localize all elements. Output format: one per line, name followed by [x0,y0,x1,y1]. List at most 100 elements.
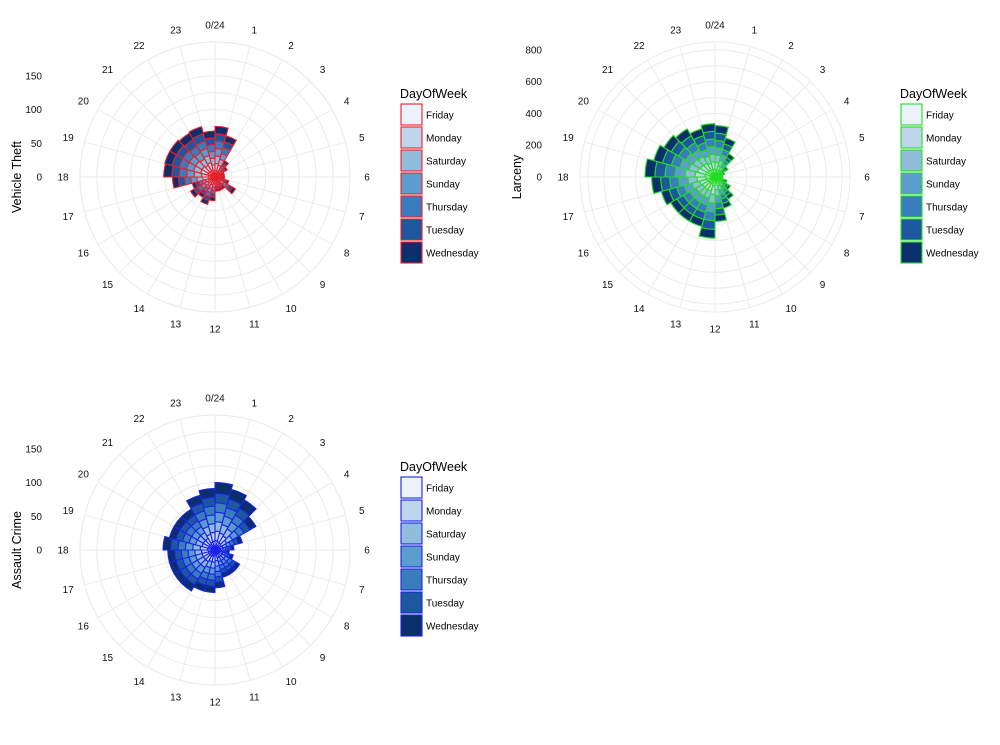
legend-label-tuesday: Tuesday [426,226,464,237]
hour-tick-label: 14 [133,677,145,688]
legend-swatch-tuesday [400,218,423,241]
hour-tick-label: 7 [859,212,865,223]
hour-tick-label: 9 [820,280,826,291]
hour-tick-label: 2 [288,41,294,52]
bar-segment-hour-2-wednesday [238,499,257,517]
hour-tick-label: 8 [344,249,350,260]
hour-tick-label: 2 [288,414,294,425]
hour-tick-label: 21 [102,65,114,76]
bar-segment-hour-4-wednesday [721,171,726,176]
bar-segment-hour-12-wednesday [698,227,716,239]
legend-label-thursday: Thursday [426,576,468,587]
bar-segment-hour-17-sunday [678,176,690,187]
legend-label-wednesday: Wednesday [926,249,979,260]
radial-tick-label: 800 [525,45,542,56]
hour-tick-labels: 0/24 123456789101112131415161718192021222… [557,21,870,336]
bar-segment-hour-11-wednesday [714,213,728,223]
hour-tick-label: 19 [63,506,75,517]
legend-swatch-wednesday [400,241,423,264]
bar-segment-hour-0-wednesday [714,124,729,136]
grid-spoke [714,141,846,178]
legend-label-sunday: Sunday [426,180,460,191]
legend-label-saturday: Saturday [926,157,966,168]
bar-segment-hour-13-wednesday [200,197,210,205]
legend: DayOfWeek Friday Monday Saturday Sunday Thurs… [400,87,479,264]
hour-tick-label: 0/24 [205,21,225,32]
radial-tick-label: 150 [25,444,42,455]
hour-tick-label: 22 [633,41,645,52]
legend-label-monday: Monday [426,507,462,518]
hour-tick-label: 20 [578,97,590,108]
hour-tick-label: 0/24 [705,21,725,32]
legend-swatch-tuesday [400,591,423,614]
hour-tick-label: 6 [364,546,370,557]
legend-swatch-wednesday [900,241,923,264]
hour-tick-label: 9 [320,653,326,664]
hour-tick-label: 12 [209,698,221,709]
hour-tick-label: 3 [320,438,326,449]
radial-tick-label: 150 [25,71,42,82]
hour-tick-label: 15 [102,653,114,664]
hour-tick-label: 5 [359,506,365,517]
bar-segment-hour-1-wednesday [223,135,237,146]
radial-tick-label: 400 [525,109,542,120]
bar-segment-hour-11-wednesday [214,580,226,589]
bar-segment-hour-3-wednesday [723,166,729,172]
hour-tick-label: 1 [252,399,258,410]
legend: DayOfWeek Friday Monday Saturday Sunday Thurs… [400,460,479,637]
polar-chart-larceny: 0/24 123456789101112131415161718192021222… [510,21,979,336]
bar-segment-hour-23-wednesday [198,488,216,500]
hour-tick-label: 13 [170,692,182,703]
bar-segment-hour-3-wednesday [243,516,257,531]
hour-tick-label: 17 [63,212,75,223]
hour-tick-label: 16 [578,249,590,260]
hour-tick-label: 18 [557,173,569,184]
bars [162,481,257,594]
hour-tick-label: 23 [170,399,182,410]
hour-tick-label: 4 [844,97,850,108]
legend-title: DayOfWeek [900,87,968,101]
bar-segment-hour-17-wednesday [167,549,177,563]
radial-tick-label: 200 [525,141,542,152]
radial-tick-label: 600 [525,77,542,88]
legend-label-thursday: Thursday [926,203,968,214]
hour-tick-label: 10 [285,304,297,315]
bar-segment-hour-15-wednesday [189,188,199,198]
legend-swatch-saturday [400,522,423,545]
hour-tick-label: 19 [563,133,575,144]
hour-tick-label: 18 [57,546,69,557]
hour-tick-label: 17 [563,212,575,223]
hour-tick-label: 1 [752,26,758,37]
hour-tick-label: 0/24 [205,394,225,405]
radial-tick-labels: 0 200 400 600 800 [525,45,542,183]
hour-tick-label: 21 [102,438,114,449]
legend-swatch-monday [400,126,423,149]
grid-spoke [214,176,251,308]
hour-tick-label: 14 [633,304,645,315]
grid-spoke [214,176,283,295]
legend-swatch-monday [900,126,923,149]
radial-tick-label: 0 [536,173,542,184]
bar-segment-hour-0-wednesday [214,125,229,136]
hour-tick-label: 22 [133,414,145,425]
grid-spoke [214,109,333,178]
hour-tick-label: 6 [364,173,370,184]
hour-tick-label: 13 [170,319,182,330]
hour-tick-label: 20 [78,470,90,481]
hour-tick-label: 4 [344,470,350,481]
hour-tick-label: 15 [602,280,614,291]
legend-swatch-thursday [400,195,423,218]
legend-label-friday: Friday [426,484,454,495]
bar-segment-hour-17-wednesday [651,176,664,194]
legend-swatch-sunday [900,172,923,195]
hour-tick-label: 12 [709,325,721,336]
radial-tick-label: 50 [31,512,43,523]
hour-tick-label: 10 [285,677,297,688]
radial-tick-label: 100 [25,478,42,489]
hour-tick-label: 1 [252,26,258,37]
legend-swatch-friday [400,103,423,126]
bar-segment-hour-11-wednesday [214,188,220,192]
bar-segment-hour-23-wednesday [202,130,216,140]
bar-segment-hour-5-wednesday [230,544,235,551]
